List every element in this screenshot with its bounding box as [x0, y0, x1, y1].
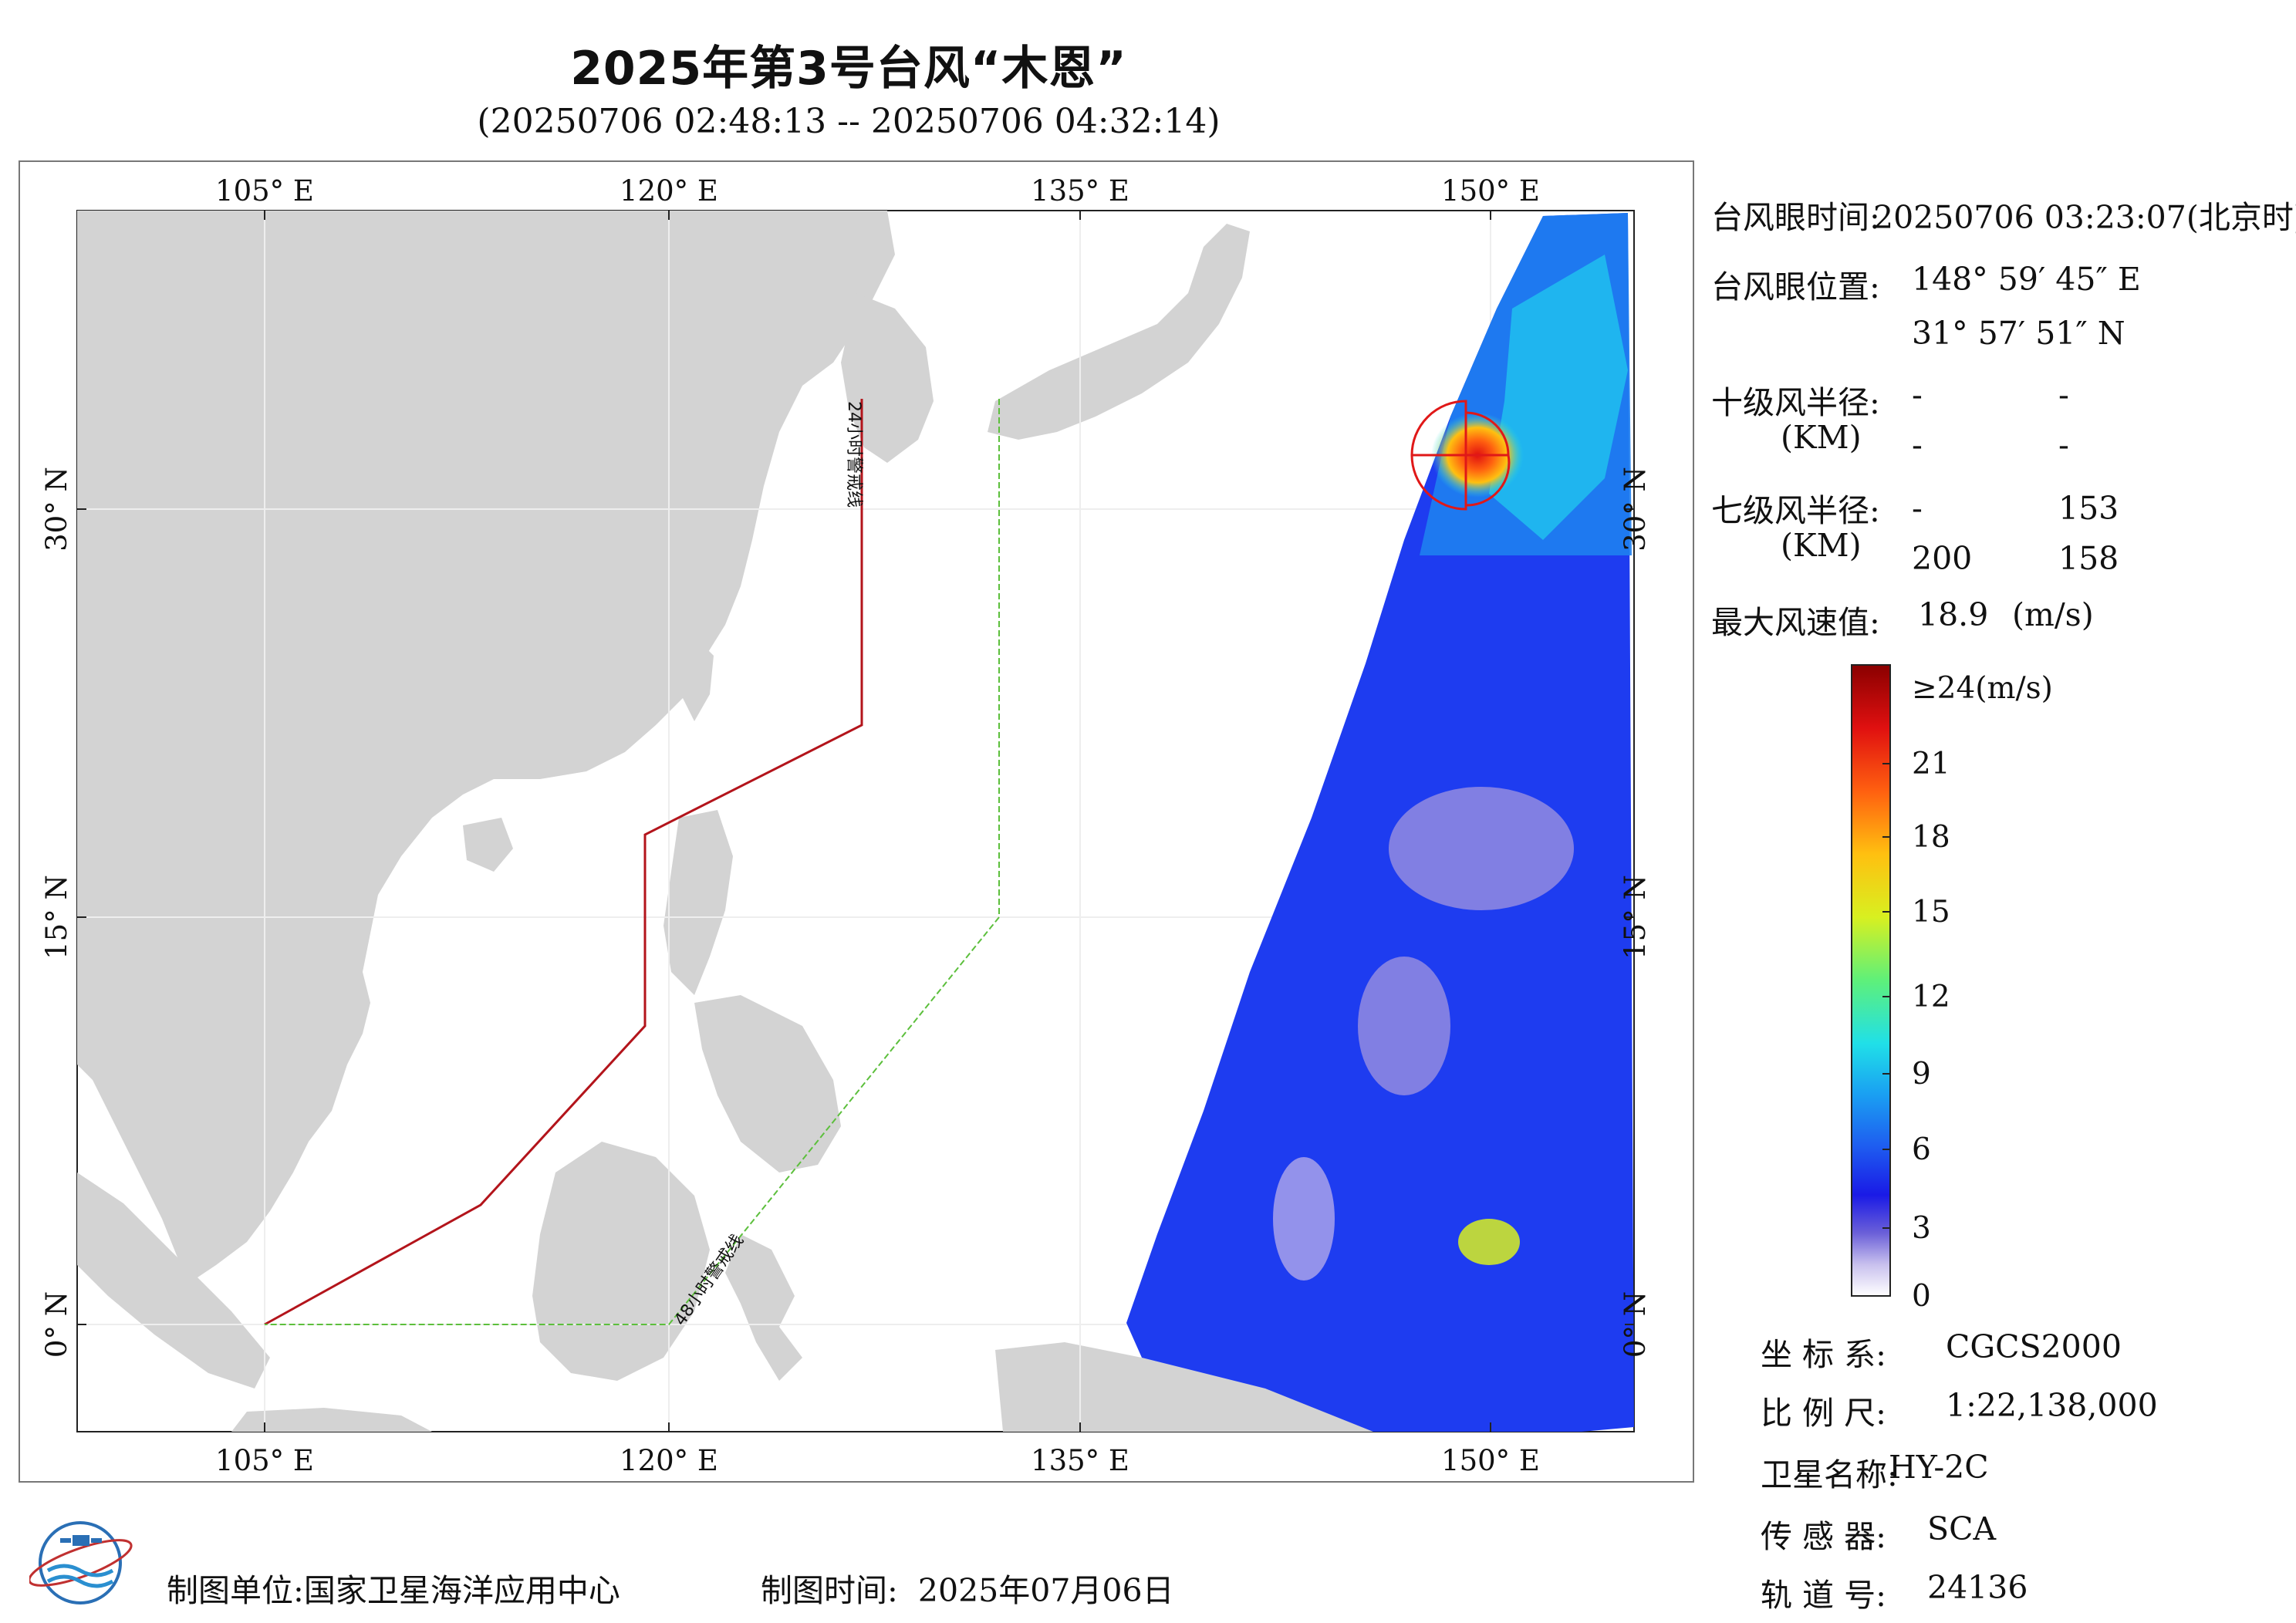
r7-value-sw: 200 [1912, 540, 1973, 577]
colorbar-label-3: 3 [1912, 1211, 1931, 1246]
land-sumatra [77, 1173, 270, 1388]
crs-label: 坐 标 系: [1761, 1336, 1886, 1373]
swath-light-patch-3 [1273, 1157, 1335, 1281]
eye-position-label: 台风眼位置: [1711, 268, 1880, 305]
swath-light-patch-2 [1358, 957, 1450, 1095]
warning-line-48h [265, 399, 1000, 1325]
sensor-value: SCA [1927, 1510, 1997, 1547]
land-taiwan [683, 640, 714, 721]
warning-line-24h [264, 399, 863, 1326]
r7-unit: (KM) [1781, 527, 1862, 564]
land-philippines-south [694, 995, 841, 1173]
lon-label-bottom-150: 150° E [1441, 1444, 1540, 1477]
max-wind-label: 最大风速值: [1711, 604, 1880, 641]
land-hainan [463, 818, 513, 872]
orbit-label: 轨 道 号: [1761, 1577, 1886, 1614]
map-title: 2025年第3号台风“木恩” [570, 42, 1127, 96]
footer-org-value: 国家卫星海洋应用中心 [303, 1572, 620, 1609]
colorbar-label-18: 18 [1912, 820, 1950, 855]
crs-value: CGCS2000 [1946, 1328, 2122, 1365]
swath-green-patch [1458, 1219, 1520, 1265]
land-borneo [532, 1142, 710, 1381]
land-luzon [663, 810, 733, 995]
swath-light-patch-1 [1389, 787, 1574, 910]
eye-position-lat: 31° 57′ 51″ N [1912, 315, 2125, 352]
r10-unit: (KM) [1781, 419, 1862, 456]
max-wind-unit: (m/s) [2012, 596, 2094, 633]
lat-label-right-30: 30° N [1619, 467, 1652, 552]
colorbar-label-21: 21 [1912, 747, 1950, 781]
map-frame [19, 160, 1694, 1483]
lon-label-bottom-135: 135° E [1031, 1444, 1129, 1477]
lon-label-bottom-120: 120° E [620, 1444, 718, 1477]
footer-org-label: 制图单位: [167, 1572, 304, 1609]
sensor-label: 传 感 器: [1761, 1518, 1886, 1555]
r10-label: 十级风半径: [1711, 384, 1880, 421]
land-sulawesi [725, 1234, 802, 1381]
land-layer [77, 211, 1466, 1432]
eye-position-lon: 148° 59′ 45″ E [1912, 261, 2141, 298]
footer-org: 制图单位:国家卫星海洋应用中心 [167, 1564, 620, 1611]
lon-label-bottom-105: 105° E [215, 1444, 314, 1477]
r7-value-se: 153 [2058, 490, 2119, 527]
nsoas-logo-icon [29, 1521, 133, 1604]
lon-label-top-150: 150° E [1441, 174, 1540, 208]
orbit-value: 24136 [1927, 1569, 2028, 1606]
r10-value-nw: - [2058, 427, 2069, 464]
colorbar-label-15: 15 [1912, 895, 1950, 930]
eye-time-value: 20250706 03:23:07(北京时) [1873, 199, 2296, 236]
eye-time-label: 台风眼时间: [1711, 199, 1880, 236]
scale-label: 比 例 尺: [1761, 1395, 1886, 1432]
wind-radius-7 [1410, 400, 1511, 511]
land-japan [988, 224, 1250, 440]
colorbar-ticks [1882, 763, 1890, 1229]
colorbar-label-9: 9 [1912, 1057, 1931, 1092]
lat-label-left-0: 0° N [40, 1291, 73, 1358]
lat-label-right-15: 15° N [1619, 875, 1652, 960]
lat-label-left-30: 30° N [40, 467, 73, 552]
max-wind-value: 18.9 [1918, 596, 1989, 633]
land-java [231, 1408, 432, 1432]
scale-value: 1:22,138,000 [1946, 1387, 2158, 1424]
swath-cyan-band [1489, 255, 1628, 540]
colorbar-label-0: 0 [1912, 1279, 1931, 1314]
footer-time-value: 2025年07月06日 [917, 1572, 1174, 1609]
lon-label-top-135: 135° E [1031, 174, 1129, 208]
map-subtitle: (20250706 02:48:13 -- 20250706 04:32:14) [477, 102, 1221, 141]
lon-label-top-120: 120° E [620, 174, 718, 208]
colorbar-label-6: 6 [1912, 1132, 1931, 1167]
colorbar-label-24: ≥24(m/s) [1912, 671, 2053, 706]
satellite-value: HY-2C [1889, 1449, 1989, 1486]
colorbar [1851, 664, 1891, 1297]
footer-time-label: 制图时间: [761, 1572, 898, 1609]
colorbar-label-12: 12 [1912, 980, 1950, 1014]
lat-label-left-15: 15° N [40, 875, 73, 960]
r10-value-sw: - [1912, 427, 1923, 464]
lat-label-right-0: 0° N [1619, 1291, 1652, 1358]
footer-time: 制图时间: 2025年07月06日 [761, 1564, 1174, 1611]
r7-value-ne: - [1912, 490, 1923, 527]
r10-value-ne: - [1912, 376, 1923, 413]
r10-value-se: - [2058, 376, 2069, 413]
r7-value-nw: 158 [2058, 540, 2119, 577]
r7-label: 七级风半径: [1711, 492, 1880, 529]
land-korea [841, 293, 934, 463]
warning-line-24h-label: 24小时警戒线 [844, 401, 863, 508]
satellite-label: 卫星名称: [1761, 1456, 1898, 1493]
tick-marks [77, 211, 1634, 1432]
land-asia-mainland [77, 211, 895, 1281]
lon-label-top-105: 105° E [215, 174, 314, 208]
wind-swath [1126, 213, 1634, 1432]
